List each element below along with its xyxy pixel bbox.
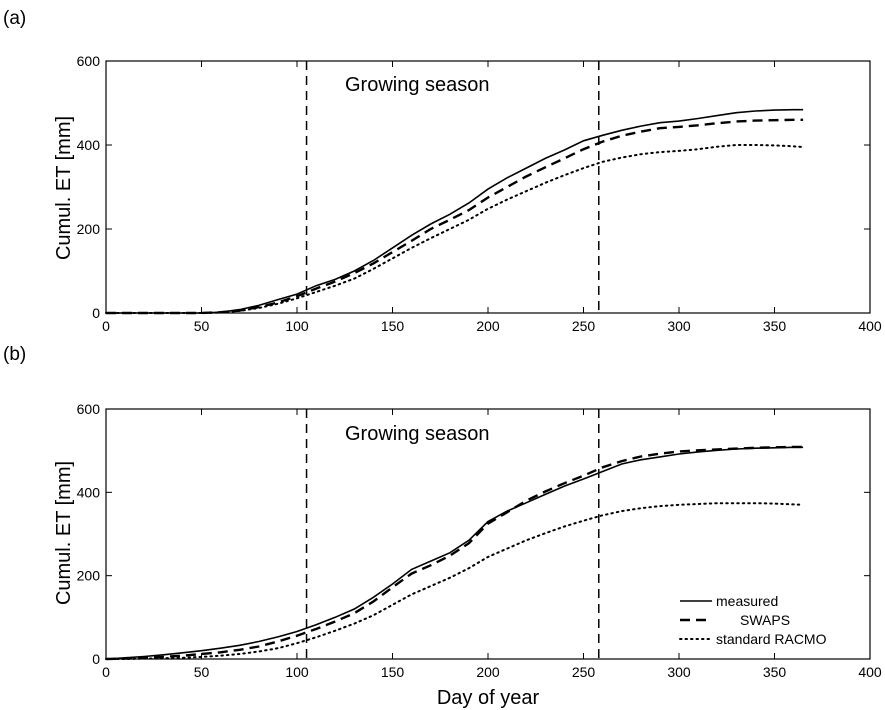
y-tick-label: 200 <box>77 221 101 237</box>
legend-swaps-label: SWAPS <box>740 612 790 628</box>
panel-b-label: (b) <box>3 344 26 365</box>
x-tick-label: 50 <box>194 664 210 680</box>
y-tick-label: 600 <box>77 401 101 417</box>
x-tick-label: 300 <box>667 318 691 334</box>
x-tick-label: 50 <box>194 318 210 334</box>
panel-a-label: (a) <box>3 8 26 29</box>
x-tick-label: 350 <box>763 664 787 680</box>
x-tick-label: 150 <box>381 664 405 680</box>
x-tick-label: 100 <box>285 318 309 334</box>
x-tick-label: 200 <box>476 664 500 680</box>
series-standard-racmo-line <box>106 145 803 313</box>
panel-b-growing-season-lines <box>307 409 599 659</box>
series-swaps-line <box>106 447 803 659</box>
panel-a-axes-frame <box>106 61 870 313</box>
x-tick-label: 250 <box>572 318 596 334</box>
y-tick-label: 200 <box>77 568 101 584</box>
x-tick-label: 0 <box>102 318 110 334</box>
legend-racmo-label: standard RACMO <box>716 631 827 647</box>
panel-b: (b) Cumul. ET [mm] 0 50 100 150 200 250 300 350… <box>3 344 882 709</box>
x-tick-label: 100 <box>285 664 309 680</box>
series-swaps-line <box>106 120 803 313</box>
panel-a-series <box>106 110 803 313</box>
y-tick-label: 600 <box>77 53 101 69</box>
panel-b-series <box>106 447 803 659</box>
x-tick-label: 250 <box>572 664 596 680</box>
y-tick-label: 400 <box>77 137 101 153</box>
x-tick-label: 300 <box>667 664 691 680</box>
x-tick-label: 400 <box>858 664 882 680</box>
x-tick-label: 200 <box>476 318 500 334</box>
series-standard-racmo-line <box>106 503 803 659</box>
panel-a-ylabel: Cumul. ET [mm] <box>53 116 75 260</box>
panel-a-growing-season-label: Growing season <box>345 74 490 96</box>
x-tick-label: 0 <box>102 664 110 680</box>
y-tick-label: 0 <box>92 305 100 321</box>
legend: measured SWAPS standard RACMO <box>680 593 827 647</box>
y-tick-label: 400 <box>77 484 101 500</box>
x-tick-label: 400 <box>858 318 882 334</box>
panel-b-ylabel: Cumul. ET [mm] <box>53 461 75 605</box>
panel-a: (a) Cumul. ET [mm] 0 50 100 150 200 250 300 350… <box>3 8 882 334</box>
x-tick-label: 350 <box>763 318 787 334</box>
legend-measured-label: measured <box>716 593 778 609</box>
panel-b-xlabel: Day of year <box>437 687 540 709</box>
y-tick-label: 0 <box>92 651 100 667</box>
panel-a-growing-season-lines <box>307 61 599 313</box>
x-tick-label: 150 <box>381 318 405 334</box>
panel-b-growing-season-label: Growing season <box>345 423 490 445</box>
series-measured-line <box>106 110 803 313</box>
